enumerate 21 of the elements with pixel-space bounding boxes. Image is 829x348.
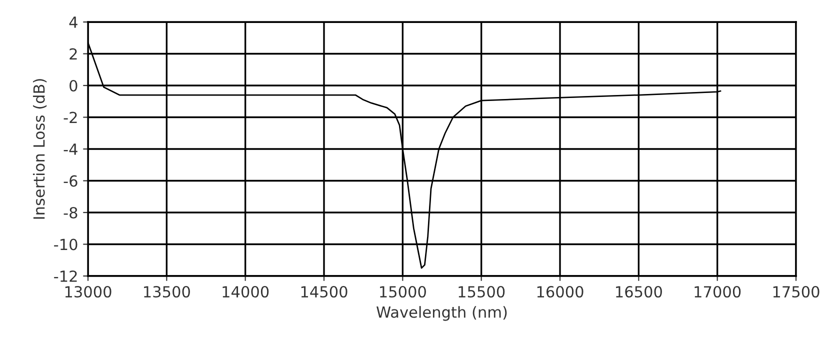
x-tick-label: 15000 xyxy=(380,286,426,298)
y-tick-label: -8 xyxy=(64,206,78,219)
x-tick-label: 15500 xyxy=(458,286,505,298)
y-axis-title: Insertion Loss (dB) xyxy=(32,79,47,219)
x-tick-label: 17500 xyxy=(773,286,820,298)
y-tick-label: 4 xyxy=(69,16,78,28)
x-tick-label: 16500 xyxy=(616,286,662,298)
y-tick-label: 0 xyxy=(70,80,78,92)
y-tick-label: -2 xyxy=(64,112,77,124)
y-tick-label: -6 xyxy=(64,175,78,187)
x-axis-title: Wavelength (nm) xyxy=(376,306,507,321)
y-tick-label: -4 xyxy=(64,144,78,155)
x-tick-label: 13500 xyxy=(144,286,190,298)
x-tick-label: 14500 xyxy=(301,286,348,298)
y-tick-label: -10 xyxy=(54,238,78,250)
y-tick-label: -12 xyxy=(54,270,77,282)
x-tick-label: 17000 xyxy=(694,286,741,298)
x-tick-label: 16000 xyxy=(537,286,584,298)
y-tick-label: 2 xyxy=(70,48,77,60)
x-tick-label: 14000 xyxy=(222,286,269,298)
x-tick-label: 13000 xyxy=(65,286,112,298)
